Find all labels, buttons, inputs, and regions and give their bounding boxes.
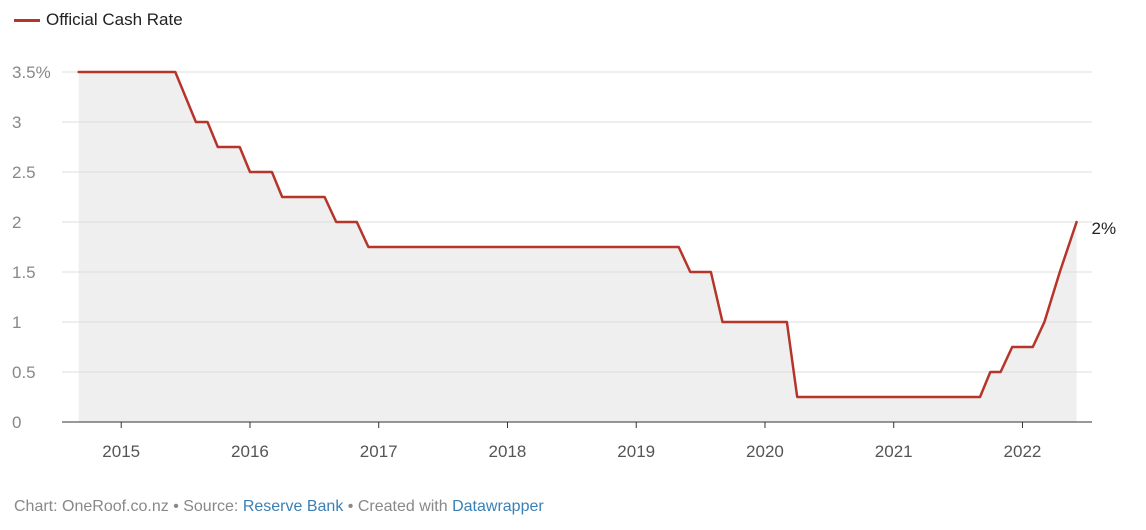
legend-label: Official Cash Rate	[46, 10, 183, 29]
y-tick-label: 2.5	[12, 163, 36, 182]
x-tick-label: 2021	[875, 442, 913, 461]
y-tick-label: 2	[12, 213, 21, 232]
x-tick-label: 2018	[489, 442, 527, 461]
end-value-label: 2%	[1092, 219, 1117, 238]
x-tick-label: 2022	[1004, 442, 1042, 461]
x-tick-label: 2017	[360, 442, 398, 461]
x-tick-label: 2015	[102, 442, 140, 461]
legend-swatch	[14, 18, 40, 22]
source-link[interactable]: Reserve Bank	[242, 498, 344, 515]
x-tick-label: 2016	[231, 442, 269, 461]
y-tick-label: 0	[12, 413, 21, 432]
y-tick-label: 3.5%	[12, 63, 51, 82]
footer-middle: • Created with	[343, 498, 453, 515]
series-line-official-cash-rate	[77, 70, 1078, 399]
footer-prefix: Chart: OneRoof.co.nz • Source:	[14, 498, 243, 515]
y-tick-label: 1	[12, 313, 21, 332]
x-tick-label: 2020	[746, 442, 784, 461]
y-tick-label: 1.5	[12, 263, 36, 282]
legend: Official Cash Rate	[14, 10, 183, 30]
x-tick-label: 2019	[617, 442, 655, 461]
y-tick-label: 3	[12, 113, 21, 132]
footer: Chart: OneRoof.co.nz • Source: Reserve B…	[14, 498, 544, 516]
datawrapper-link[interactable]: Datawrapper	[452, 498, 544, 515]
y-tick-label: 0.5	[12, 363, 36, 382]
